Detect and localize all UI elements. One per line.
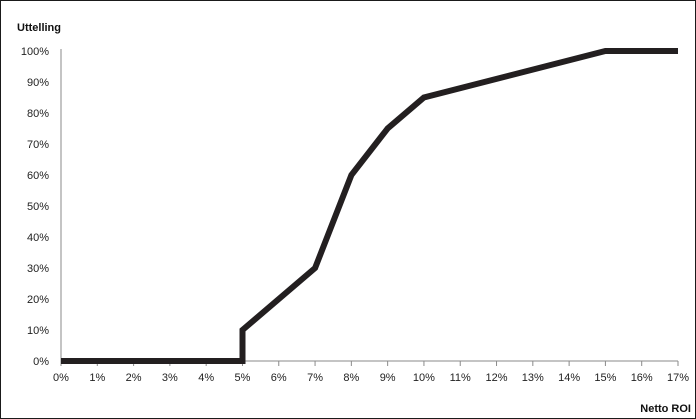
y-tick-label: 90%: [27, 77, 49, 89]
x-tick-label: 2%: [126, 372, 142, 384]
x-tick-label: 3%: [162, 372, 178, 384]
x-tick-label: 0%: [53, 372, 69, 384]
x-tick-label: 15%: [594, 372, 616, 384]
x-tick-label: 6%: [271, 372, 287, 384]
y-tick-label: 0%: [33, 356, 49, 368]
x-tick-label: 1%: [89, 372, 105, 384]
x-tick-label: 12%: [486, 372, 508, 384]
x-tick-label: 13%: [522, 372, 544, 384]
x-tick-label: 5%: [235, 372, 251, 384]
x-tick-label: 11%: [450, 372, 471, 384]
x-axis-title: Netto ROI: [640, 403, 691, 415]
axes: 0% 10% 20% 30% 40% 50% 60% 70% 80% 90% 100% 0% 1% 2% 3…: [21, 46, 689, 384]
x-tick-label: 10%: [413, 372, 435, 384]
y-tick-label: 20%: [27, 294, 49, 306]
y-axis-title: Uttelling: [17, 22, 61, 34]
x-tick-label: 17%: [667, 372, 689, 384]
y-tick-label: 50%: [27, 201, 49, 213]
y-tick-label: 60%: [27, 170, 49, 182]
y-tick-label: 10%: [27, 325, 49, 337]
x-tick-label: 9%: [380, 372, 396, 384]
series-line: [61, 48, 678, 364]
x-tick-label: 7%: [307, 372, 323, 384]
y-tick-label: 40%: [27, 232, 49, 244]
x-tick-label: 8%: [343, 372, 359, 384]
series-layer: [60, 48, 679, 364]
y-tick-label: 30%: [27, 263, 49, 275]
y-tick-label: 70%: [27, 139, 49, 151]
y-tick-label: 100%: [21, 46, 49, 58]
x-tick-label: 4%: [198, 372, 214, 384]
y-tick-label: 80%: [27, 108, 49, 120]
x-tick-label: 16%: [631, 372, 653, 384]
x-tick-label: 14%: [558, 372, 580, 384]
